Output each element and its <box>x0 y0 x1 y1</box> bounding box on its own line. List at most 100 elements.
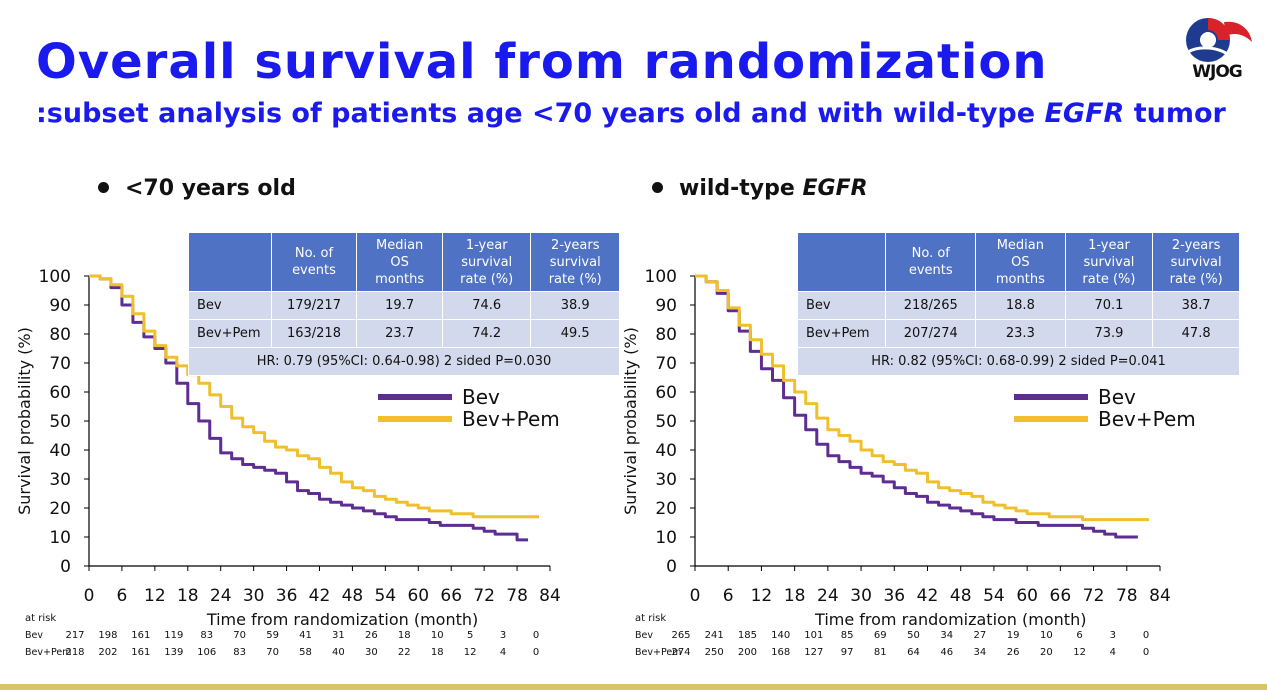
x-tick-label: 36 <box>276 586 298 606</box>
y-tick-label: 80 <box>49 325 71 345</box>
at-risk-count: 200 <box>738 647 757 658</box>
x-tick-label: 60 <box>407 586 429 606</box>
x-tick-label: 54 <box>375 586 397 606</box>
survival-curve-bev <box>695 274 1138 539</box>
at-risk-count: 101 <box>804 630 823 641</box>
x-tick-label: 84 <box>1149 586 1171 606</box>
y-tick-label: 50 <box>655 412 677 432</box>
at-risk-count: 26 <box>365 630 378 641</box>
at-risk-count: 119 <box>164 630 183 641</box>
y-tick-label: 60 <box>655 383 677 403</box>
table-cell: 218/265 <box>885 291 977 320</box>
at-risk-count: 58 <box>299 647 312 658</box>
at-risk-count: 97 <box>841 647 854 658</box>
at-risk-count: 4 <box>1110 647 1116 658</box>
subtitle-egfr: EGFR <box>1044 98 1125 129</box>
legend-swatch-bev-pem <box>378 416 452 422</box>
at-risk-count: 6 <box>1076 630 1082 641</box>
table-header-cell <box>188 232 272 292</box>
x-tick-label: 72 <box>1083 586 1105 606</box>
x-tick-label: 0 <box>690 586 701 606</box>
table-cell: 47.8 <box>1152 319 1240 348</box>
at-risk-count: 64 <box>907 647 920 658</box>
x-tick-label: 72 <box>473 586 495 606</box>
at-risk-count: 106 <box>197 647 216 658</box>
table-cell: 38.7 <box>1152 291 1240 320</box>
at-risk-label: at risk <box>25 613 56 624</box>
x-tick-label: 24 <box>817 586 839 606</box>
x-tick-label: 36 <box>883 586 905 606</box>
subtitle-text-2: tumor <box>1124 98 1226 129</box>
x-tick-label: 30 <box>243 586 265 606</box>
y-tick-label: 0 <box>666 557 677 577</box>
at-risk-label: at risk <box>635 613 666 624</box>
at-risk-count: 19 <box>1007 630 1020 641</box>
at-risk-count: 31 <box>332 630 345 641</box>
x-tick-label: 78 <box>1116 586 1138 606</box>
at-risk-count: 41 <box>299 630 312 641</box>
x-tick-label: 66 <box>1050 586 1072 606</box>
at-risk-count: 185 <box>738 630 757 641</box>
at-risk-row-name: Bev <box>635 630 653 641</box>
panel-1-heading: <70 years old <box>98 176 296 201</box>
hazard-ratio-text: HR: 0.79 (95%CI: 0.64-0.98) 2 sided P=0.… <box>188 347 620 376</box>
at-risk-count: 83 <box>200 630 213 641</box>
x-tick-label: 18 <box>784 586 806 606</box>
at-risk-count: 34 <box>974 647 987 658</box>
stats-table-1: No. of events Median OS months 1-year survival… <box>188 232 620 376</box>
table-row-label: Bev <box>188 291 272 320</box>
x-tick-label: 12 <box>144 586 166 606</box>
slide-title: Overall survival from randomization <box>36 34 1048 90</box>
table-cell: 49.5 <box>530 319 620 348</box>
legend-item-bev: Bev <box>378 385 560 409</box>
table-row-label: Bev+Pem <box>188 319 272 348</box>
x-tick-label: 60 <box>1016 586 1038 606</box>
table-cell: 18.8 <box>975 291 1066 320</box>
table-cell: 23.3 <box>975 319 1066 348</box>
at-risk-count: 5 <box>467 630 473 641</box>
legend-swatch-bev <box>1014 394 1088 400</box>
table-cell: 70.1 <box>1064 291 1154 320</box>
x-tick-label: 66 <box>440 586 462 606</box>
at-risk-count: 0 <box>533 630 539 641</box>
at-risk-count: 0 <box>533 647 539 658</box>
stats-table-2: No. of events Median OS months 1-year survival… <box>796 232 1240 376</box>
y-tick-label: 50 <box>49 412 71 432</box>
at-risk-count: 10 <box>431 630 444 641</box>
x-axis-label: Time from randomization (month) <box>206 610 478 629</box>
y-tick-label: 90 <box>49 296 71 316</box>
legend-item-bev-pem: Bev+Pem <box>1014 407 1196 431</box>
table-cell: 19.7 <box>356 291 443 320</box>
y-tick-label: 0 <box>60 557 71 577</box>
y-tick-label: 100 <box>645 267 677 287</box>
table-header-cell: 2-years survival rate (%) <box>1152 232 1240 292</box>
table-header-cell: 2-years survival rate (%) <box>530 232 620 292</box>
at-risk-count: 168 <box>771 647 790 658</box>
at-risk-count: 139 <box>164 647 183 658</box>
at-risk-count: 70 <box>233 630 246 641</box>
panel-2-heading: wild-type EGFR <box>652 176 868 201</box>
at-risk-count: 161 <box>131 647 150 658</box>
legend-item-bev-pem: Bev+Pem <box>378 407 560 431</box>
y-axis-label: Survival probability (%) <box>15 327 34 515</box>
table-cell: 23.7 <box>356 319 443 348</box>
x-tick-label: 0 <box>84 586 95 606</box>
at-risk-count: 12 <box>1073 647 1086 658</box>
table-cell: 207/274 <box>885 319 977 348</box>
bullet-icon <box>98 181 109 193</box>
logo-text: WJOG <box>1192 62 1242 82</box>
y-tick-label: 30 <box>49 470 71 490</box>
at-risk-count: 12 <box>464 647 477 658</box>
at-risk-count: 140 <box>771 630 790 641</box>
x-tick-label: 12 <box>751 586 773 606</box>
at-risk-count: 127 <box>804 647 823 658</box>
legend-item-bev: Bev <box>1014 385 1196 409</box>
at-risk-count: 10 <box>1040 630 1053 641</box>
wjog-logo: WJOG <box>1178 12 1256 92</box>
at-risk-count: 46 <box>940 647 953 658</box>
table-header-cell: Median OS months <box>356 232 443 292</box>
legend-2: Bev Bev+Pem <box>1014 385 1196 431</box>
y-tick-label: 90 <box>655 296 677 316</box>
at-risk-count: 30 <box>365 647 378 658</box>
